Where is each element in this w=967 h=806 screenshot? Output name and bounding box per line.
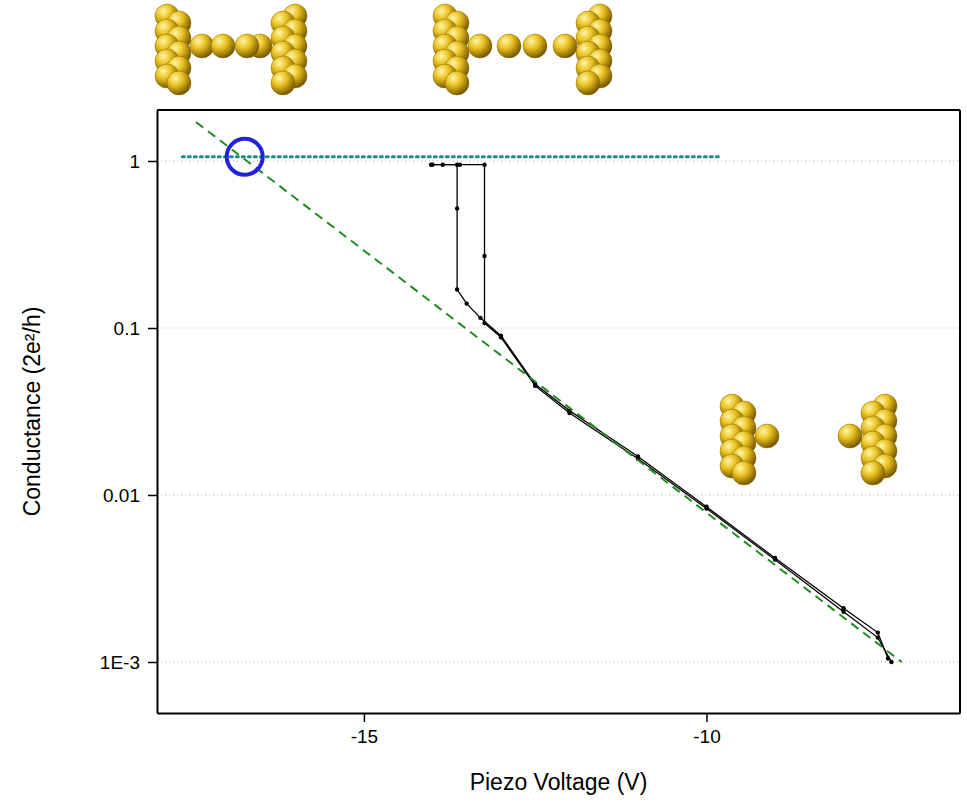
atom <box>271 71 295 95</box>
tick-label: 0.1 <box>114 318 140 339</box>
data-point <box>482 254 486 258</box>
y-axis: 1E-3 0.01 0.1 1 <box>100 111 158 714</box>
grid-line <box>157 494 960 495</box>
data-point <box>455 287 459 291</box>
tick-label: -15 <box>351 726 378 747</box>
tick: -10 <box>693 713 720 747</box>
atom <box>838 424 862 448</box>
tick-mark <box>148 161 157 163</box>
highlight-circle <box>227 139 263 175</box>
atom-illustrations <box>155 4 897 485</box>
data-point <box>499 335 503 339</box>
y-axis-title: Conductance (2e²/h) <box>19 307 45 517</box>
atom <box>445 71 469 95</box>
data-point <box>482 163 486 167</box>
series-line <box>432 165 891 662</box>
tick-mark <box>148 662 157 664</box>
tick-label: -10 <box>693 726 720 747</box>
frame <box>959 110 961 713</box>
data-point <box>430 163 434 167</box>
atom <box>732 461 756 485</box>
x-axis-title: Piezo Voltage (V) <box>470 769 648 795</box>
data-point <box>533 384 537 388</box>
atom <box>861 461 885 485</box>
atom <box>190 34 214 58</box>
tick-mark <box>364 713 366 722</box>
atom <box>167 71 191 95</box>
data-point <box>567 411 571 415</box>
tick-mark <box>148 495 157 497</box>
atom <box>235 34 259 58</box>
plot-area <box>182 122 901 664</box>
atom <box>553 34 577 58</box>
grid-line <box>157 661 960 662</box>
data-point <box>458 163 462 167</box>
data-point <box>876 635 880 639</box>
tick-mark <box>706 713 708 722</box>
atom <box>468 34 492 58</box>
grid-line <box>157 160 960 161</box>
atom <box>576 71 600 95</box>
tick-mark <box>148 328 157 330</box>
grid <box>157 161 960 662</box>
data-point <box>704 506 708 510</box>
grid-line <box>157 327 960 328</box>
tick: -15 <box>351 713 378 747</box>
tick: 1 <box>129 151 157 172</box>
atom <box>523 34 547 58</box>
tick-label: 0.01 <box>103 485 140 506</box>
series-line <box>431 165 888 659</box>
atom <box>497 34 521 58</box>
data-point <box>478 316 482 320</box>
data-point <box>773 557 777 561</box>
data-point <box>455 206 459 210</box>
tick-label: 1E-3 <box>100 652 140 673</box>
data-point <box>889 660 893 664</box>
frame <box>157 109 960 111</box>
tick: 0.01 <box>103 485 157 506</box>
data-point <box>841 610 845 614</box>
chart: -15 -10 1E-3 0.01 0.1 1 Piezo Voltage (V) Condu… <box>0 0 967 806</box>
atom <box>755 424 779 448</box>
series-line <box>196 122 902 662</box>
tick: 0.1 <box>114 318 157 339</box>
atom <box>211 34 235 58</box>
data-point <box>482 321 486 325</box>
tick: 1E-3 <box>100 652 157 673</box>
data-point <box>876 630 880 634</box>
tick-label: 1 <box>129 151 140 172</box>
axis-line <box>157 111 159 714</box>
x-axis: -15 -10 <box>158 713 961 747</box>
data-point <box>464 301 468 305</box>
axis-line <box>158 713 961 715</box>
